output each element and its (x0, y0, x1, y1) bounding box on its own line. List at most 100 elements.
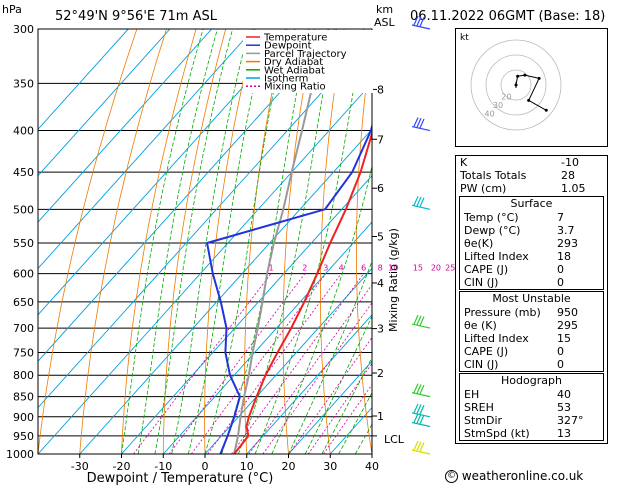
height-tick-label: 4 (377, 277, 384, 290)
table-row: CIN (J) 0 (460, 276, 603, 289)
table-row: Lifted Index 15 (460, 332, 603, 345)
dry-adiabat (38, 29, 138, 454)
x-tick-label: -10 (154, 460, 172, 473)
dry-adiabat (121, 29, 197, 454)
hodograph-point (523, 73, 527, 77)
most-unstable-section: Most Unstable Pressure (mb) 950 θe (K) 295 L… (459, 291, 604, 372)
height-tick-label: 8 (377, 83, 384, 96)
row-value: 3.7 (557, 224, 575, 237)
dry-adiabat (79, 29, 167, 454)
table-row: EH 40 (460, 388, 603, 401)
wind-barb (411, 314, 431, 329)
wet-adiabat (288, 260, 372, 454)
x-tick-label: 20 (282, 460, 296, 473)
isotherm (38, 29, 213, 223)
mixing-ratio-axis-label: Mixing Ratio (g/kg) (387, 228, 400, 332)
mixing-ratio-label: 4 (339, 264, 344, 273)
table-row: θe (K) 295 (460, 319, 603, 332)
axes: 3003504004505005506006507007508008509009… (6, 23, 405, 473)
legend-label: Parcel Trajectory (264, 49, 347, 60)
hodograph-ring-label: 20 (501, 93, 511, 102)
legend-label: Dry Adiabat (264, 57, 323, 68)
surface-section: Surface Temp (°C) 7 Dewp (°C) 3.7 θe(K) 293 Li… (459, 196, 604, 290)
wet-adiabat (137, 29, 218, 454)
row-value: 327° (557, 414, 584, 427)
mixing-ratio-label: 15 (413, 264, 423, 273)
dry-adiabat (244, 29, 286, 454)
wind-barb (411, 15, 431, 30)
mixing-ratio-line (262, 302, 372, 454)
table-row: CIN (J) 0 (460, 358, 603, 371)
isotherm (38, 29, 254, 270)
row-value: -10 (561, 156, 579, 169)
isotherm (38, 29, 171, 177)
table-row: θe(K) 293 (460, 237, 603, 250)
mixing-ratio-labels: 1 2 3 4 6 8 10 15 20 25 (268, 264, 455, 273)
wet-adiabat (304, 315, 372, 454)
x-tick-label: -30 (71, 460, 89, 473)
height-unit-asl: ASL (374, 16, 396, 29)
isotherm (162, 221, 372, 454)
hodograph-ring-label: 40 (485, 110, 495, 119)
height-tick-label: 2 (377, 367, 384, 380)
profile-lines (205, 29, 372, 454)
mixing-ratio-line (248, 284, 372, 454)
row-value: 293 (557, 237, 578, 250)
table-row: CAPE (J) 0 (460, 263, 603, 276)
mixing-ratio-label: 20 (431, 264, 441, 273)
wet-adiabat (154, 29, 233, 454)
pressure-unit: hPa (2, 3, 22, 16)
copyright-symbol: © (445, 470, 458, 483)
dry-adiabat (610, 29, 629, 454)
hodograph-point (527, 98, 531, 102)
background-lines (38, 29, 629, 454)
mixing-ratio-line (168, 273, 306, 454)
legend-label: Isotherm (264, 74, 308, 85)
pressure-tick-label: 950 (13, 430, 34, 443)
dry-adiabat (162, 29, 227, 454)
isotherm (38, 29, 129, 130)
row-label: CIN (J) (464, 358, 499, 371)
isotherm (38, 35, 372, 409)
table-row: StmSpd (kt) 13 (460, 427, 603, 440)
wind-barb (411, 196, 431, 210)
mixing-ratio-line (323, 383, 372, 454)
table-row: StmDir 327° (460, 414, 603, 427)
x-tick-label: 0 (202, 460, 209, 473)
row-label: Pressure (mb) (464, 306, 541, 319)
mixing-ratio-line (231, 273, 364, 454)
row-value: 0 (557, 263, 564, 276)
pressure-tick-label: 400 (13, 125, 34, 138)
wet-adiabat (321, 356, 372, 454)
table-row: K -10 (456, 156, 607, 169)
x-tick-label: -20 (113, 460, 131, 473)
table-row: PW (cm) 1.05 (456, 182, 607, 195)
row-value: 0 (557, 276, 564, 289)
pressure-tick-label: 800 (13, 369, 34, 382)
row-label: EH (464, 388, 480, 401)
row-value: 15 (557, 332, 571, 345)
pressure-tick-label: 850 (13, 391, 34, 404)
x-tick-label: 40 (365, 460, 379, 473)
pressure-tick-label: 350 (13, 77, 34, 90)
wind-barb (411, 440, 431, 455)
dry-adiabat (355, 37, 372, 454)
hodograph-unit: kt (460, 33, 469, 43)
table-row: Totals Totals 28 (456, 169, 607, 182)
footer-credit: © weatheronline.co.uk (445, 469, 583, 483)
row-value: 53 (557, 401, 571, 414)
wind-barbs (411, 15, 431, 455)
row-value: 40 (557, 388, 571, 401)
pressure-tick-label: 1000 (6, 448, 34, 461)
isotherm (288, 360, 372, 454)
lcl-label: LCL (384, 433, 405, 446)
row-label: CIN (J) (464, 276, 499, 289)
wind-barb (411, 383, 431, 398)
wet-adiabat (171, 29, 250, 454)
table-row: Temp (°C) 7 (460, 211, 603, 224)
isotherm (38, 82, 372, 454)
hodograph-ring (500, 69, 532, 101)
hodograph-panel: 40 30 20 kt (455, 28, 608, 147)
isotherm (79, 128, 372, 454)
